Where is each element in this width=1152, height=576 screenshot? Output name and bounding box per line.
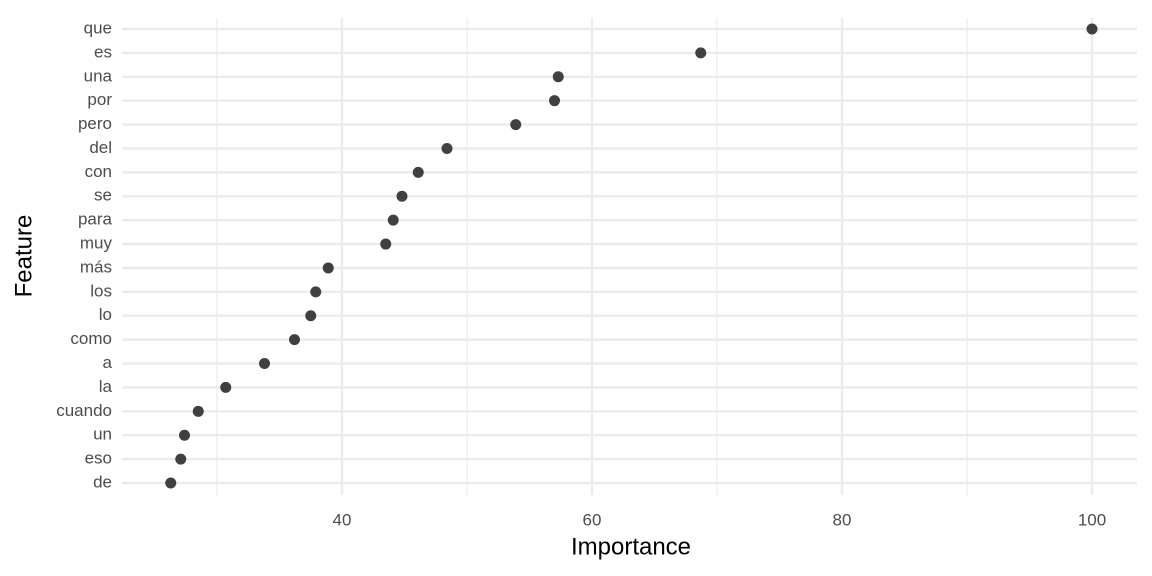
x-axis-title: Importance bbox=[571, 533, 691, 560]
y-tick-label: los bbox=[90, 281, 112, 300]
y-tick-label: una bbox=[84, 66, 113, 85]
y-tick-label: con bbox=[85, 162, 112, 181]
y-tick-label: que bbox=[84, 18, 112, 37]
y-tick-label: eso bbox=[85, 449, 112, 468]
point bbox=[1086, 23, 1098, 35]
point bbox=[165, 477, 177, 489]
point bbox=[305, 310, 317, 322]
point bbox=[175, 453, 187, 465]
x-tick-label: 80 bbox=[833, 510, 852, 529]
point bbox=[220, 381, 232, 393]
y-tick-label: cuando bbox=[56, 401, 112, 420]
point bbox=[695, 47, 707, 59]
y-tick-label: a bbox=[103, 353, 113, 372]
point bbox=[179, 429, 190, 441]
y-tick-label: muy bbox=[80, 234, 113, 253]
x-tick-label: 60 bbox=[583, 510, 602, 529]
x-tick-label: 40 bbox=[333, 510, 352, 529]
y-tick-label: lo bbox=[99, 305, 112, 324]
point bbox=[289, 334, 300, 346]
y-tick-label: pero bbox=[78, 114, 112, 133]
y-axis-title: Feature bbox=[10, 215, 37, 298]
point bbox=[259, 358, 270, 370]
point bbox=[380, 238, 392, 250]
y-tick-label: para bbox=[78, 210, 113, 229]
point bbox=[387, 214, 399, 226]
point bbox=[322, 262, 334, 274]
y-tick-label: de bbox=[93, 472, 112, 491]
y-tick-label: se bbox=[94, 186, 112, 205]
y-tick-label: por bbox=[87, 90, 112, 109]
point bbox=[552, 71, 564, 83]
point bbox=[310, 286, 322, 298]
y-tick-label: un bbox=[93, 425, 112, 444]
point bbox=[192, 405, 204, 417]
point bbox=[441, 142, 453, 154]
y-tick-label: como bbox=[70, 329, 112, 348]
y-tick-label: es bbox=[94, 42, 112, 61]
point bbox=[396, 190, 408, 202]
x-tick-label: 100 bbox=[1078, 510, 1106, 529]
point bbox=[510, 119, 522, 131]
y-tick-label: la bbox=[99, 377, 113, 396]
point bbox=[412, 166, 424, 178]
y-tick-label: del bbox=[89, 138, 112, 157]
point bbox=[549, 95, 560, 107]
y-tick-label: más bbox=[80, 257, 112, 276]
